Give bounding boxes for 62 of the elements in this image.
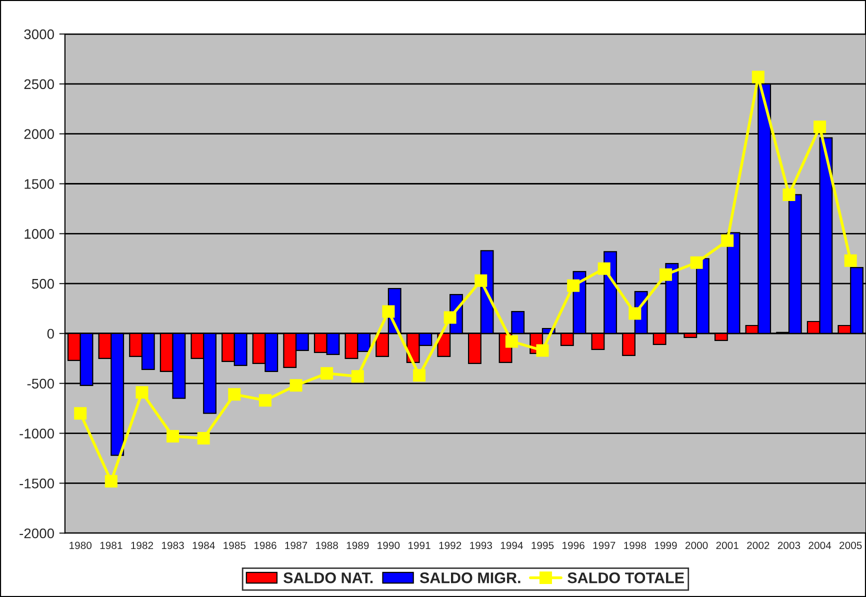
- x-tick-label: 2003: [778, 542, 800, 550]
- x-tick-label: 1982: [131, 542, 154, 550]
- x-tick-label: 1996: [562, 542, 584, 550]
- x-tick-label: 1989: [346, 542, 369, 550]
- x-tick-label: 1999: [654, 542, 677, 550]
- x-tick-label: 2002: [747, 542, 770, 550]
- x-tick-label: 2004: [808, 542, 832, 550]
- x-tick-label: 1984: [192, 542, 215, 550]
- y-tick-label: 1500: [24, 179, 54, 189]
- x-tick-label: 1981: [100, 542, 122, 550]
- y-tick-label: -1000: [20, 428, 54, 438]
- point: [659, 268, 672, 281]
- x-tick-label: 2000: [685, 542, 708, 550]
- x-tick-label: 1986: [254, 542, 276, 550]
- legend-label: SALDO TOTALE: [568, 572, 684, 584]
- point: [74, 407, 87, 420]
- point: [258, 394, 272, 407]
- x-tick-label: 1994: [500, 542, 523, 550]
- point: [413, 369, 426, 382]
- x-tick-label: 1985: [224, 542, 246, 550]
- x-tick-label: 1997: [593, 542, 616, 550]
- point: [166, 430, 180, 443]
- point: [814, 120, 826, 134]
- point: [721, 234, 734, 247]
- point: [104, 474, 118, 488]
- x-tick-label: 1983: [162, 542, 184, 550]
- point: [136, 386, 148, 399]
- legend-label: SALDO MIGR.: [420, 572, 520, 584]
- point: [567, 279, 580, 292]
- x-tick-label: 2001: [716, 542, 738, 550]
- point: [351, 370, 364, 383]
- point: [598, 262, 610, 275]
- point: [474, 274, 488, 287]
- y-tick-label: 500: [32, 278, 54, 289]
- point: [536, 344, 549, 357]
- y-tick-label: 0: [47, 328, 54, 339]
- x-tick-label: 1988: [316, 542, 338, 550]
- y-tick-label: -1500: [20, 478, 54, 488]
- point: [290, 379, 302, 392]
- x-tick-label: 1993: [470, 542, 492, 550]
- x-tick-label: 1998: [624, 542, 646, 550]
- x-tick-label: 1980: [70, 542, 92, 550]
- y-tick-label: 2000: [24, 129, 54, 140]
- y-tick-label: 2500: [24, 79, 54, 90]
- x-tick-label: 1987: [285, 542, 308, 550]
- point: [752, 70, 764, 84]
- point: [320, 367, 334, 380]
- x-tick-label: 1992: [439, 542, 462, 550]
- point: [782, 188, 796, 201]
- point: [690, 256, 703, 269]
- y-tick-label: -2000: [20, 528, 54, 538]
- y-tick-label: 3000: [24, 29, 54, 40]
- x-tick-label: 1991: [408, 542, 430, 550]
- x-tick-label: 1990: [378, 542, 400, 550]
- y-tick-label: -500: [27, 378, 54, 389]
- point: [844, 254, 857, 267]
- y-tick-label: 1000: [24, 229, 54, 239]
- point: [228, 388, 241, 401]
- point: [197, 432, 210, 445]
- x-tick-label: 1995: [532, 542, 554, 550]
- x-tick-label: 2005: [840, 542, 862, 550]
- legend-label: SALDO NAT.: [284, 572, 373, 584]
